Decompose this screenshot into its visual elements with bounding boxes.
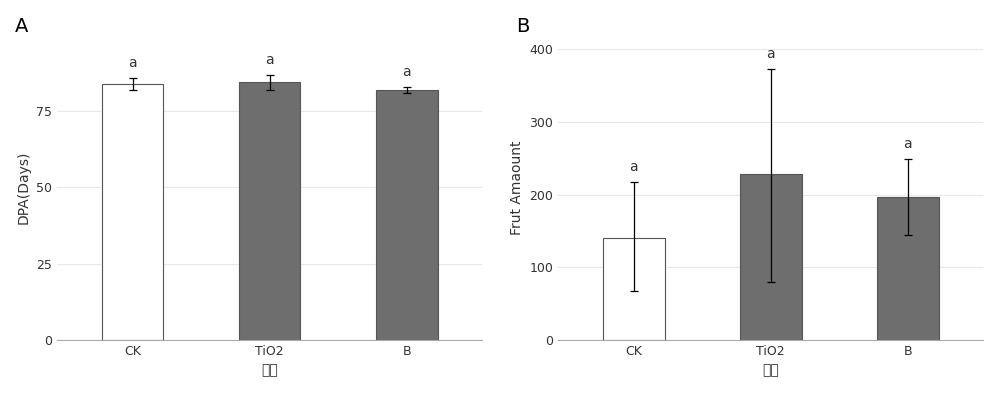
Text: a: a — [629, 160, 638, 174]
Text: B: B — [516, 17, 529, 35]
X-axis label: 处理: 处理 — [261, 363, 278, 377]
Bar — [102, 84, 163, 340]
Bar — [877, 197, 939, 340]
Text: A: A — [15, 17, 28, 35]
Bar — [239, 82, 300, 340]
Bar — [376, 90, 438, 340]
Y-axis label: DPA(Days): DPA(Days) — [17, 151, 31, 224]
Bar — [740, 174, 802, 340]
Bar — [603, 238, 665, 340]
Text: a: a — [402, 65, 411, 79]
X-axis label: 处理: 处理 — [762, 363, 779, 377]
Text: a: a — [128, 56, 137, 70]
Text: a: a — [904, 138, 912, 151]
Text: a: a — [265, 53, 274, 67]
Text: a: a — [766, 47, 775, 61]
Y-axis label: Frut Amaount: Frut Amaount — [510, 140, 524, 235]
